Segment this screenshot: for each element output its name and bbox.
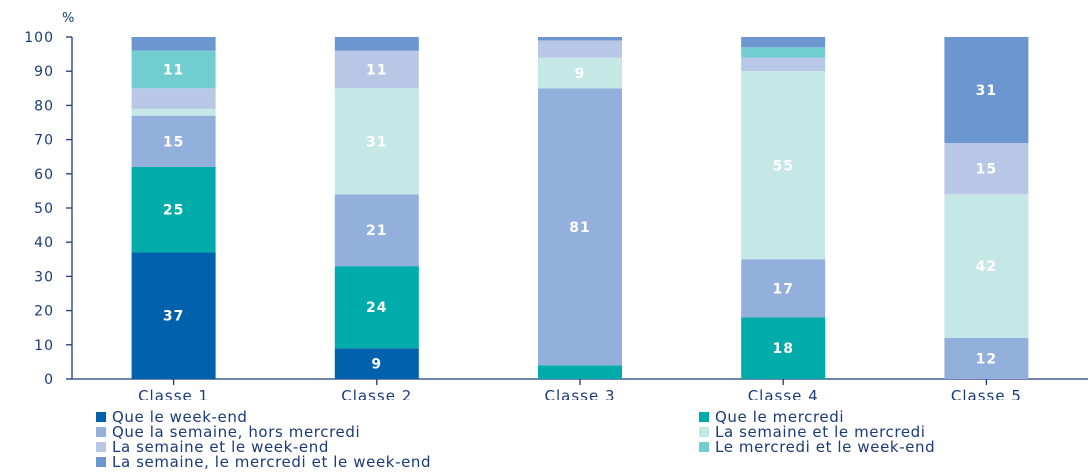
y-tick-label: 30: [34, 269, 54, 285]
data-label: 42: [976, 259, 997, 275]
bar-segment: [538, 365, 622, 379]
x-tick-label: Classe 4: [748, 387, 819, 400]
data-label: 24: [366, 300, 387, 316]
data-label: 37: [163, 309, 184, 325]
y-tick-label: 70: [34, 133, 54, 149]
bar-segment: [944, 194, 1029, 338]
bar-stack: 18 17 55: [741, 37, 826, 379]
legend-swatch: [96, 442, 106, 452]
legend-item: Que le mercredi: [699, 408, 844, 426]
bar-segment: [334, 194, 419, 267]
legend-item: La semaine et le week-end: [96, 438, 329, 456]
y-tick-label: 80: [34, 98, 54, 114]
bar-segment: [334, 88, 419, 195]
data-label: 31: [366, 134, 387, 150]
data-label: 11: [366, 62, 387, 78]
bar-segment: [131, 115, 216, 167]
bar-segment: [944, 337, 1029, 379]
legend-swatch: [699, 412, 709, 422]
data-label: 17: [772, 281, 793, 297]
bar-segment: [741, 71, 826, 260]
data-label: 9: [371, 357, 382, 373]
y-axis: 0 10 20 30 40 50 60 70 80 90 100: [24, 30, 73, 388]
legend-swatch: [96, 457, 106, 467]
legend-label: Que le week-end: [112, 408, 248, 426]
bar-segment: [944, 37, 1029, 144]
bar-segment: [741, 317, 826, 379]
bar-stack: 9 24 21 31 11: [334, 37, 419, 379]
bar-stack: 12 42 15 31: [944, 37, 1029, 379]
bar-segment: [131, 37, 216, 51]
bar-segment: [741, 57, 826, 72]
data-label: 9: [575, 66, 586, 82]
bar-segment: [334, 348, 419, 379]
y-tick-label: 10: [34, 338, 54, 354]
bar-segment: [741, 259, 826, 318]
bar-segment: [334, 37, 419, 51]
bar-segment: [741, 47, 826, 58]
data-label: 12: [976, 351, 997, 367]
legend-swatch: [699, 427, 709, 437]
y-tick-label: 90: [34, 64, 54, 80]
data-label: 15: [163, 134, 184, 150]
bar-segment: [131, 252, 216, 379]
legend-item: Que le week-end: [96, 408, 248, 426]
y-tick-label: 100: [24, 30, 54, 46]
legend-label: Que le mercredi: [715, 408, 845, 426]
y-unit-label: %: [62, 11, 74, 26]
data-label: 25: [163, 203, 184, 219]
bar-segment: [334, 50, 419, 89]
data-label: 18: [772, 341, 793, 357]
data-label: 81: [569, 220, 590, 236]
bar-segment: [741, 37, 826, 48]
legend-swatch: [699, 442, 709, 452]
legend-swatch: [96, 412, 106, 422]
legend-label: La semaine et le mercredi: [715, 423, 926, 441]
data-label: 31: [976, 83, 997, 99]
bar-segment: [538, 57, 622, 89]
bar-segment: [131, 166, 216, 253]
y-tick-label: 50: [34, 201, 54, 217]
bars: 37 25 15 11 9 24 21 31 11 81 9 18 17 55 12 42 15 31: [131, 37, 1029, 379]
bar-segment: [538, 37, 622, 41]
legend-label: Le mercredi et le week-end: [715, 438, 936, 456]
y-tick-label: 20: [34, 304, 54, 320]
bar-segment: [944, 143, 1029, 195]
legend-item: Que la semaine, hors mercredi: [96, 423, 360, 441]
data-label: 55: [772, 158, 793, 174]
x-tick-label: Classe 1: [138, 387, 209, 400]
x-axis: Classe 1 Classe 2 Classe 3 Classe 4 Classe 5: [72, 378, 1088, 400]
legend-label: La semaine, le mercredi et le week-end: [112, 453, 432, 471]
legend-item: La semaine et le mercredi: [699, 423, 926, 441]
x-tick-label: Classe 2: [341, 387, 412, 400]
y-tick-label: 60: [34, 167, 54, 183]
bar-stack: 37 25 15 11: [131, 37, 216, 379]
x-tick-label: Classe 3: [544, 387, 615, 400]
legend-item: Le mercredi et le week-end: [699, 438, 935, 456]
y-tick-label: 0: [44, 372, 54, 388]
bar-segment: [538, 88, 622, 366]
y-tick-label: 40: [34, 235, 54, 251]
data-label: 11: [163, 62, 184, 78]
data-label: 15: [976, 162, 997, 178]
bar-stack: 81 9: [538, 37, 622, 379]
data-label: 21: [366, 223, 387, 239]
bar-segment: [131, 50, 216, 89]
x-tick-label: Classe 5: [951, 387, 1022, 400]
bar-segment: [131, 108, 216, 116]
bar-segment: [538, 40, 622, 58]
bar-segment: [131, 88, 216, 109]
legend-label: La semaine et le week-end: [112, 438, 329, 456]
legend-label: Que la semaine, hors mercredi: [112, 423, 361, 441]
legend-swatch: [96, 427, 106, 437]
bar-segment: [334, 266, 419, 349]
legend-item: La semaine, le mercredi et le week-end: [96, 453, 431, 471]
